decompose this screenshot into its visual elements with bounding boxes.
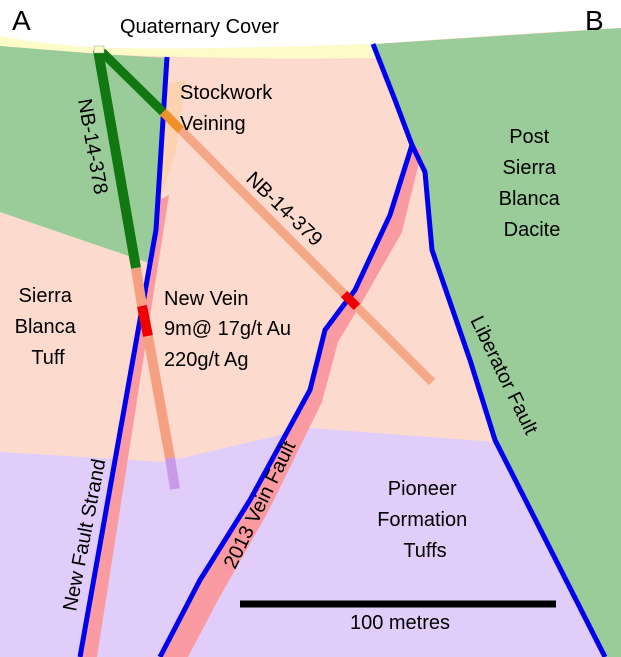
drillhole-nb-14-379	[98, 48, 436, 386]
drillhole-nb-14-378	[93, 49, 180, 490]
post-sierra-dacite-label: Post Sierra Blanca Dacite	[499, 126, 566, 241]
pioneer-formation-area	[0, 428, 605, 657]
post-sierra-dacite-area	[375, 28, 621, 657]
pioneer-formation-label: Pioneer Formation Tuffs	[377, 478, 473, 562]
liberator-fault-line	[370, 43, 608, 657]
hole-segment-salmon	[143, 335, 175, 459]
hole-segment-green	[93, 49, 141, 269]
hole-segment-salmon	[353, 303, 436, 386]
hole-segment-salmon	[131, 267, 147, 307]
hole-segment-orange	[159, 108, 185, 134]
hole-segment-purple	[165, 457, 180, 490]
corner-label-b: B	[585, 5, 604, 36]
hole-segment-green	[98, 48, 167, 116]
vein-2013-fault-line	[157, 144, 415, 657]
new-vein-intercept-label: New Vein 9m@ 17g/t Au 220g/t Ag	[164, 288, 297, 371]
hole-segment-salmon	[177, 126, 348, 298]
hole-segment-red	[137, 305, 153, 337]
scale-bar-label: 100 metres	[350, 612, 450, 634]
corner-label-a: A	[12, 5, 31, 36]
quaternary-cover-label: Quaternary Cover	[120, 16, 279, 38]
stockwork-label: Stockwork Veining	[180, 82, 278, 135]
collar-marker	[93, 45, 105, 54]
sky-area	[0, 0, 621, 49]
hole-segment-red	[340, 290, 361, 311]
sierra-blanca-tuff-label: Sierra Blanca Tuff	[15, 285, 82, 369]
